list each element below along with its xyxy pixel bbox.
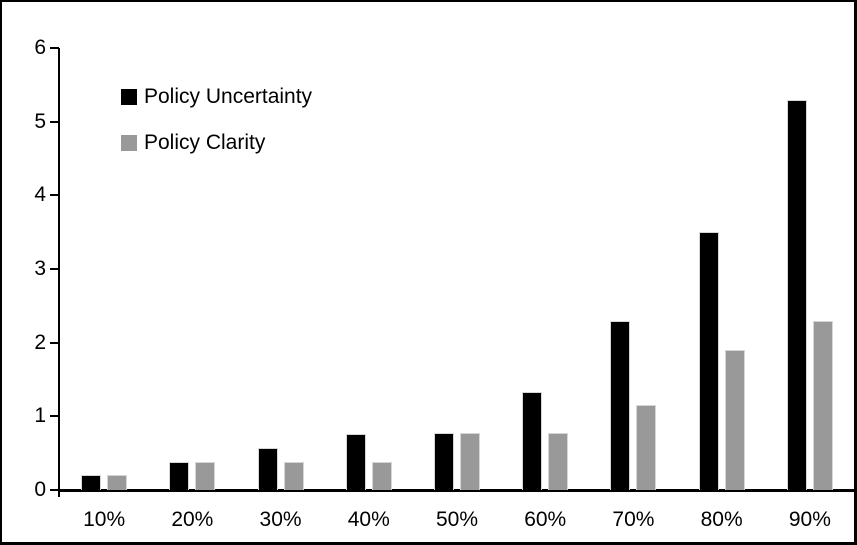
y-tick-1 xyxy=(50,415,59,417)
bar-policy-uncertainty-80 xyxy=(698,232,719,490)
bar-policy-clarity-90 xyxy=(812,321,833,490)
y-tick-label-2: 2 xyxy=(34,331,46,354)
bar-group-60 xyxy=(501,48,589,490)
legend-label-policy-uncertainty: Policy Uncertainty xyxy=(144,85,313,108)
y-tick-label-4: 4 xyxy=(34,183,46,206)
bar-policy-uncertainty-70 xyxy=(610,321,631,490)
bar-group-40 xyxy=(325,48,413,490)
y-tick-0 xyxy=(50,489,59,491)
bar-policy-clarity-10 xyxy=(107,475,128,490)
bar-policy-clarity-40 xyxy=(371,462,392,490)
y-tick-5 xyxy=(50,121,59,123)
policy-uncertainty-swatch-icon xyxy=(121,89,137,105)
bar-policy-clarity-30 xyxy=(283,462,304,490)
y-tick-label-0: 0 xyxy=(34,478,46,501)
bar-policy-clarity-20 xyxy=(195,462,216,490)
x-label-60: 60% xyxy=(524,508,567,531)
bar-policy-uncertainty-90 xyxy=(786,100,807,490)
x-label-40: 40% xyxy=(347,508,390,531)
bar-group-90 xyxy=(766,48,854,490)
policy-clarity-swatch-icon xyxy=(121,135,137,151)
x-label-70: 70% xyxy=(612,508,655,531)
y-tick-2 xyxy=(50,342,59,344)
bar-group-10 xyxy=(60,48,148,490)
bar-policy-clarity-80 xyxy=(724,350,745,490)
legend-item-policy-uncertainty: Policy Uncertainty xyxy=(121,86,312,108)
bar-group-30 xyxy=(236,48,324,490)
bar-policy-uncertainty-10 xyxy=(81,475,102,490)
x-label-50: 50% xyxy=(435,508,478,531)
y-tick-label-6: 6 xyxy=(34,36,46,59)
legend-label-policy-clarity: Policy Clarity xyxy=(144,131,266,154)
bar-policy-clarity-50 xyxy=(459,433,480,490)
bar-group-70 xyxy=(589,48,677,490)
y-tick-label-1: 1 xyxy=(34,404,46,427)
x-axis-labels: 10% 20% 30% 40% 50% 60% 70% 80% 90% xyxy=(60,507,854,532)
legend: Policy Uncertainty Policy Clarity xyxy=(121,86,312,178)
y-tick-label-5: 5 xyxy=(34,110,46,133)
plot-area xyxy=(60,48,854,490)
bar-group-20 xyxy=(148,48,236,490)
bar-group-80 xyxy=(678,48,766,490)
bar-policy-uncertainty-30 xyxy=(257,448,278,490)
x-label-30: 30% xyxy=(259,508,302,531)
y-tick-label-3: 3 xyxy=(34,257,46,280)
x-label-90: 90% xyxy=(788,508,831,531)
bar-policy-uncertainty-50 xyxy=(433,433,454,490)
x-label-10: 10% xyxy=(83,508,126,531)
x-label-20: 20% xyxy=(171,508,214,531)
y-axis xyxy=(58,48,60,497)
x-axis xyxy=(58,489,854,492)
legend-item-policy-clarity: Policy Clarity xyxy=(121,132,312,154)
y-tick-6 xyxy=(50,47,59,49)
bar-policy-uncertainty-60 xyxy=(522,392,543,490)
y-tick-4 xyxy=(50,194,59,196)
bar-policy-uncertainty-40 xyxy=(345,434,366,490)
bar-policy-clarity-70 xyxy=(636,405,657,490)
bar-group-50 xyxy=(413,48,501,490)
bar-policy-uncertainty-20 xyxy=(169,462,190,490)
y-tick-3 xyxy=(50,268,59,270)
x-label-80: 80% xyxy=(700,508,743,531)
bar-policy-clarity-60 xyxy=(548,433,569,490)
